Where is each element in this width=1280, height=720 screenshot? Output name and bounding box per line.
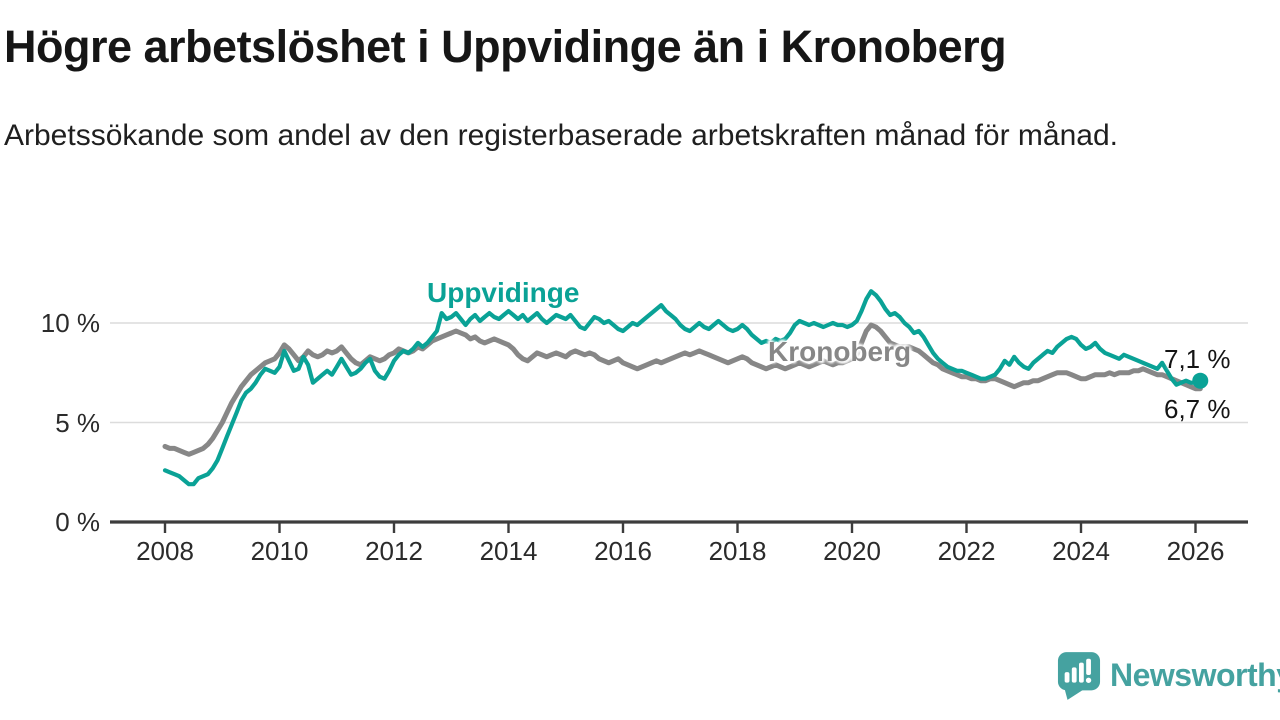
x-tick-label: 2018 bbox=[708, 536, 767, 566]
x-tick-label: 2008 bbox=[136, 536, 194, 566]
chart-title: Högre arbetslöshet i Uppvidinge än i Kro… bbox=[4, 21, 1007, 72]
kronoberg-line bbox=[162, 322, 1203, 457]
series-label-uppvidinge: Uppvidinge bbox=[427, 277, 580, 308]
x-tick-label: 2026 bbox=[1166, 536, 1225, 566]
x-tick-label: 2016 bbox=[594, 536, 652, 566]
y-tick-label: 0 % bbox=[55, 507, 100, 537]
series-label-kronoberg: Kronoberg bbox=[768, 336, 912, 367]
x-tick-label: 2012 bbox=[365, 536, 423, 566]
x-tick-label: 2010 bbox=[250, 536, 309, 566]
end-value-kronoberg: 6,7 % bbox=[1164, 394, 1231, 424]
chart-subtitle: Arbetssökande som andel av den registerb… bbox=[4, 119, 1118, 152]
end-value-uppvidinge: 7,1 % bbox=[1164, 344, 1231, 374]
brand-wordmark: Newsworthy bbox=[1110, 657, 1280, 693]
x-tick-label: 2014 bbox=[479, 536, 538, 566]
x-tick-label: 2020 bbox=[823, 536, 881, 566]
x-tick-label: 2022 bbox=[937, 536, 996, 566]
newsworthy-logo-icon bbox=[1057, 652, 1101, 700]
x-tick-label: 2024 bbox=[1052, 536, 1110, 566]
y-tick-label: 10 % bbox=[40, 308, 100, 338]
brand-footer: Newsworthy bbox=[1057, 651, 1280, 700]
end-point-dot bbox=[1192, 372, 1209, 389]
uppvidinge-line bbox=[162, 289, 1203, 487]
y-tick-label: 5 % bbox=[55, 407, 100, 438]
